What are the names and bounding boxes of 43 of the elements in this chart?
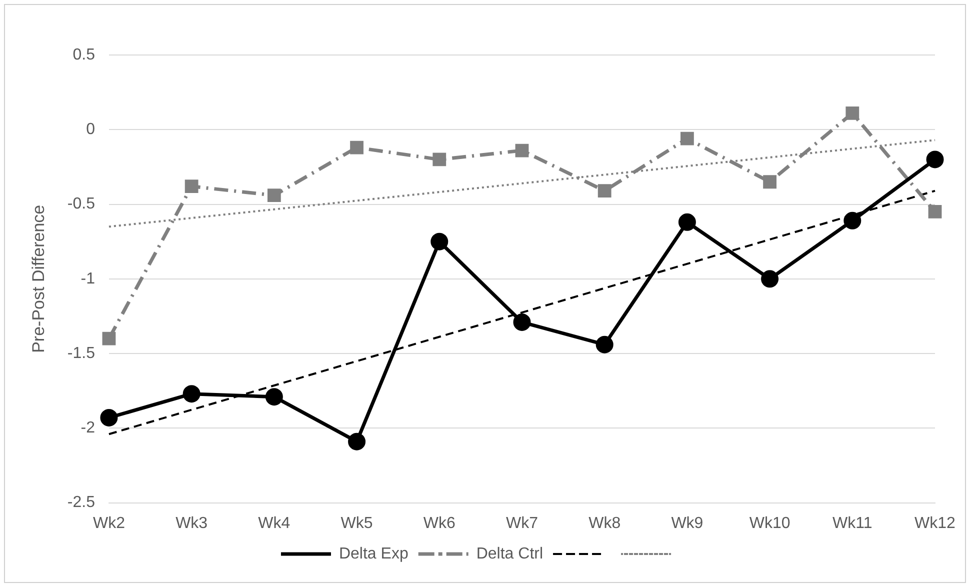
x-tick-label: Wk4 [258,514,290,532]
legend-label: Delta Exp [338,545,408,562]
y-axis-title: Pre-Post Difference [28,204,48,353]
point [678,213,696,231]
y-tick-label: -1 [80,270,96,288]
x-tick-label: Wk10 [749,514,790,532]
point [513,313,531,331]
point [348,432,366,450]
x-tick-label: Wk11 [832,514,872,532]
x-tick-label: Wk6 [423,514,456,532]
point [844,212,862,230]
y-tick-label: -0.5 [67,196,96,213]
point [102,332,116,346]
x-tick-label: Wk8 [588,514,621,532]
x-tick-label: Wk7 [506,514,538,532]
point [763,175,776,189]
point [596,336,614,354]
y-tick-label: 0 [86,121,96,138]
y-tick-label: 0.5 [72,46,96,64]
point [265,388,283,406]
point [598,184,612,198]
point [680,132,694,146]
point [350,140,364,154]
x-tick-label: Wk3 [176,514,208,532]
x-tick-label: Wk12 [914,514,956,532]
legend-label: Delta Ctrl [476,545,544,562]
point [761,270,779,288]
y-tick-label: -1.5 [67,344,96,362]
point [515,144,529,158]
x-tick-label: Wk5 [340,514,373,532]
y-tick-label: -2 [80,420,96,437]
x-tick-label: Wk2 [92,514,126,532]
point [846,106,860,120]
y-tick-label: -2.5 [67,494,96,512]
point [430,232,448,250]
point [926,150,944,168]
x-tick-label: Wk9 [671,514,704,532]
point [182,385,200,403]
point [432,152,446,166]
point [928,205,942,218]
point [100,408,118,426]
point [267,188,281,202]
point [184,180,198,194]
